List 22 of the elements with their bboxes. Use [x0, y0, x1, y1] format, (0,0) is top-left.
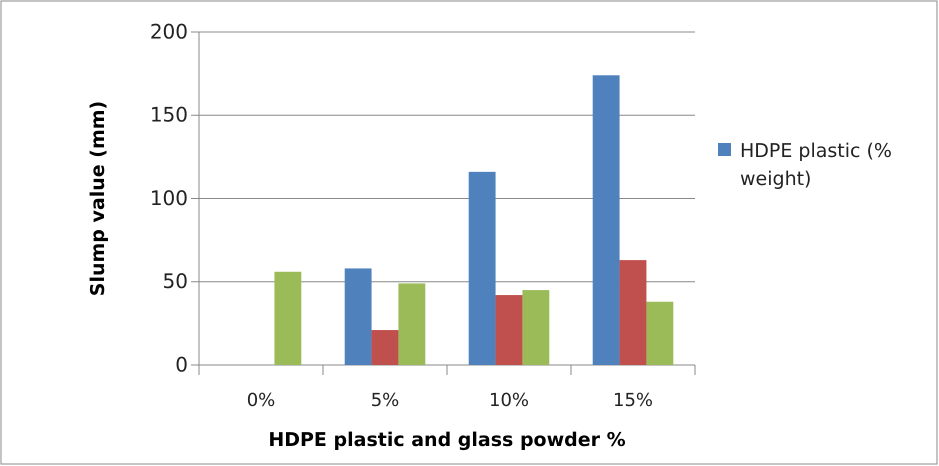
y-tick-label: 150 — [150, 102, 188, 127]
bar — [620, 260, 646, 365]
y-tick-label: 100 — [150, 186, 188, 210]
y-axis-title: Slump value (mm) — [87, 100, 109, 296]
bar — [646, 302, 674, 365]
x-tick-label: 5% — [370, 390, 400, 411]
bar — [468, 172, 496, 365]
y-tick-label: 50 — [162, 269, 188, 294]
bar — [398, 283, 426, 365]
bar — [344, 268, 372, 365]
bar — [592, 75, 620, 365]
x-axis-title: HDPE plastic and glass powder % — [268, 429, 626, 451]
x-tick-label: 15% — [612, 390, 654, 411]
y-tick-label: 0 — [175, 352, 188, 376]
bar — [522, 290, 550, 365]
bar — [496, 295, 522, 365]
legend-label: HDPE plastic (% weight) — [740, 140, 892, 190]
y-tick-label: 200 — [150, 19, 188, 44]
bar — [372, 330, 398, 365]
bar — [274, 272, 302, 365]
x-tick-label: 10% — [488, 390, 530, 411]
x-tick-label: 0% — [246, 390, 276, 411]
